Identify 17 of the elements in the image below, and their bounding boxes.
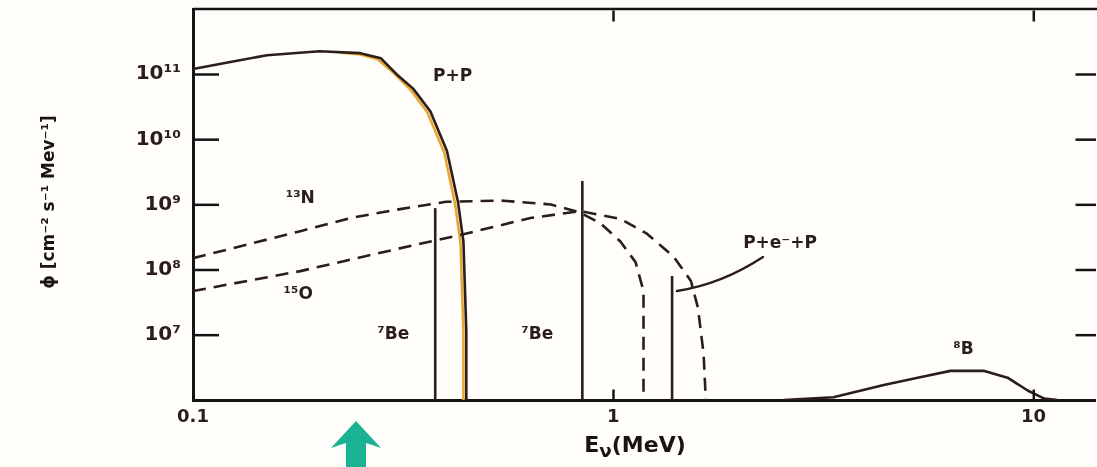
y-tick-label: 10⁸: [144, 255, 181, 280]
y-tick-label: 10⁷: [144, 321, 181, 346]
x-tick-label: 1: [607, 405, 620, 427]
x-tick-label: 10: [1021, 405, 1047, 427]
series-label: ⁷Be: [377, 323, 410, 344]
x-axis-title: E$_{ν}$(MeV): [583, 432, 687, 462]
series-label: ⁷Be: [521, 323, 554, 344]
series-label: P+P: [432, 64, 473, 85]
series-label: ⁸B: [953, 338, 974, 359]
y-tick-label: 10¹¹: [135, 60, 181, 85]
y-axis-title: ϕ [cm⁻² s⁻¹ Mev⁻¹]: [37, 115, 58, 289]
text: P+e⁻+P: [743, 232, 818, 253]
x-tick-label: 0.1: [177, 405, 209, 427]
series-label: ¹⁵O: [283, 282, 313, 303]
series-label: ¹³N: [285, 186, 315, 207]
y-tick-label: 10⁹: [144, 190, 181, 215]
y-tick-label: 10¹⁰: [135, 125, 181, 150]
